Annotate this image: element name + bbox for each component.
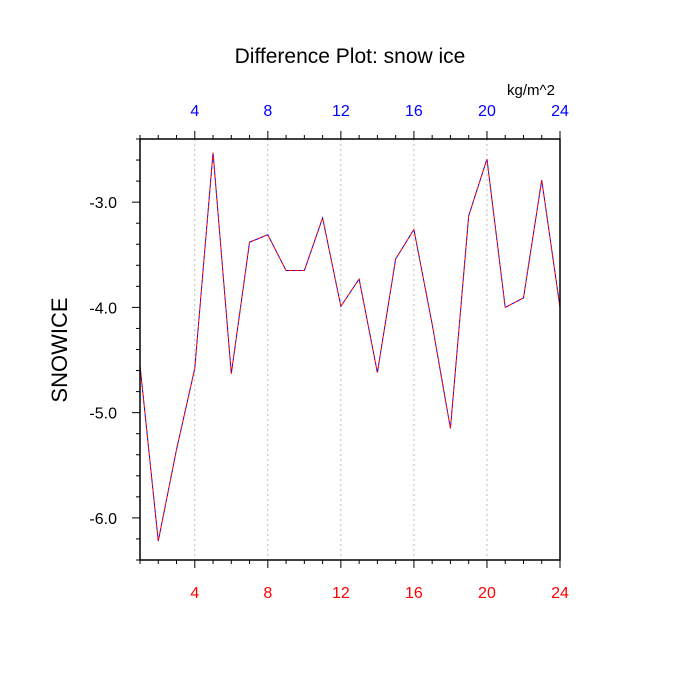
units-label: kg/m^2 <box>507 82 555 99</box>
axis-ticks <box>132 131 561 568</box>
x-tick-label-bottom: 4 <box>190 585 199 602</box>
grid-lines <box>194 139 488 560</box>
x-tick-label-top: 20 <box>478 103 496 120</box>
y-tick-label: -5.0 <box>89 406 117 423</box>
x-tick-label-top: 16 <box>405 103 423 120</box>
x-tick-label-bottom: 20 <box>478 585 496 602</box>
x-tick-label-bottom: 16 <box>405 585 423 602</box>
x-tick-label-top: 12 <box>332 103 350 120</box>
axes <box>139 138 561 561</box>
y-axis-label: SNOWICE <box>47 297 72 402</box>
data-series <box>139 152 561 542</box>
x-tick-label-bottom: 24 <box>551 585 569 602</box>
plot-frame <box>139 138 561 561</box>
x-tick-label-top: 8 <box>263 103 272 120</box>
x-tick-label-top: 4 <box>190 103 199 120</box>
series-line-blue <box>139 152 561 542</box>
x-tick-label-bottom: 12 <box>332 585 350 602</box>
x-tick-label-bottom: 8 <box>263 585 272 602</box>
y-tick-label: -3.0 <box>89 195 117 212</box>
tick-labels: 4 4 8 8 12 12 16 16 20 20 24 24 -3.0 -4.0 -5.0 -6.0 <box>89 103 569 602</box>
y-tick-label: -6.0 <box>89 511 117 528</box>
series-line-red <box>139 152 561 542</box>
y-tick-label: -4.0 <box>89 300 117 317</box>
chart-title: Difference Plot: snow ice <box>235 45 466 68</box>
x-tick-label-top: 24 <box>551 103 569 120</box>
